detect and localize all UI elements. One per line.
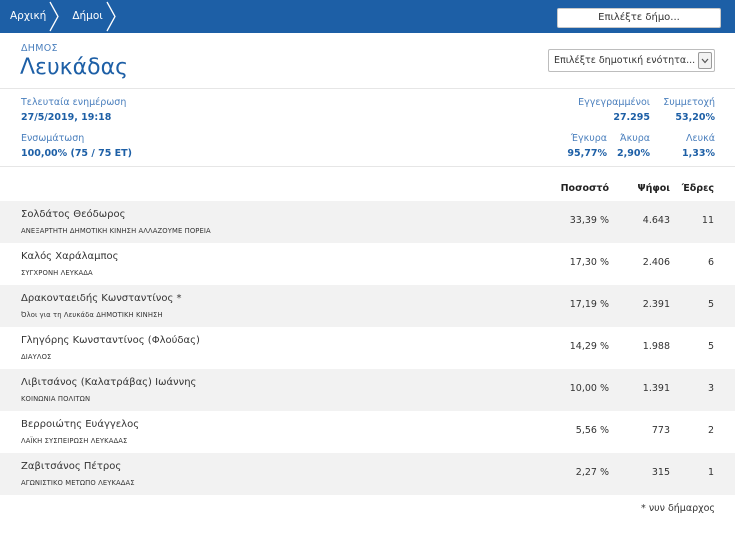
candidate-name: Γληγόρης Κωνσταντίνος (Φλούδας)	[21, 335, 200, 346]
divider	[0, 166, 735, 167]
votes-cell: 1.988	[642, 341, 670, 352]
table-row: Λιβιτσάνος (Καλατράβας) Ιωάννης ΚΟΙΝΩΝΙΑ…	[0, 369, 735, 411]
invalid-votes-label: Άκυρα	[620, 133, 650, 144]
entity-type-label: ΔΗΜΟΣ	[21, 43, 58, 54]
select-municipality-button[interactable]: Επιλέξτε δήμο...	[557, 8, 721, 28]
table-row: Καλός Χαράλαμπος ΣΥΓΧΡΟΝΗ ΛΕΥΚΑΔΑ 17,30 …	[0, 243, 735, 285]
candidate-name: Σολδάτος Θεόδωρος	[21, 209, 126, 220]
table-row: Γληγόρης Κωνσταντίνος (Φλούδας) ΔΙΑΥΛΟΣ …	[0, 327, 735, 369]
votes-cell: 2.391	[642, 299, 670, 310]
valid-votes-value: 95,77%	[567, 148, 607, 159]
footnote: * νυν δήμαρχος	[641, 503, 715, 514]
turnout-label: Συμμετοχή	[663, 97, 715, 108]
integration-value: 100,00% (75 / 75 ΕΤ)	[21, 148, 132, 159]
candidate-name: Δρακονταειδής Κωνσταντίνος *	[21, 293, 182, 304]
top-navigation-bar: Αρχική Δήμοι Επιλέξτε δήμο...	[0, 0, 735, 33]
seats-cell: 5	[707, 299, 714, 310]
municipal-unit-select[interactable]: Επιλέξτε δημοτική ενότητα...	[548, 49, 715, 72]
invalid-votes-value: 2,90%	[617, 148, 650, 159]
party-name: ΑΝΕΞΑΡΤΗΤΗ ΔΗΜΟΤΙΚΗ ΚΙΝΗΣΗ ΑΛΛΑΖΟΥΜΕ ΠΟΡ…	[21, 227, 211, 235]
party-name: Όλοι για τη Λευκάδα ΔΗΜΟΤΙΚΗ ΚΙΝΗΣΗ	[21, 311, 163, 319]
table-row: Ζαβιτσάνος Πέτρος ΑΓΩΝΙΣΤΙΚΟ ΜΕΤΩΠΟ ΛΕΥΚ…	[0, 453, 735, 495]
percent-cell: 33,39 %	[569, 215, 609, 226]
table-row: Σολδάτος Θεόδωρος ΑΝΕΞΑΡΤΗΤΗ ΔΗΜΟΤΙΚΗ ΚΙ…	[0, 201, 735, 243]
votes-cell: 4.643	[642, 215, 670, 226]
last-update-value: 27/5/2019, 19:18	[21, 112, 112, 123]
seats-cell: 11	[701, 215, 714, 226]
breadcrumb-municipalities-label: Δήμοι	[72, 10, 103, 22]
votes-cell: 773	[651, 425, 670, 436]
registered-voters-label: Εγγεγραμμένοι	[578, 97, 650, 108]
candidate-name: Λιβιτσάνος (Καλατράβας) Ιωάννης	[21, 377, 197, 388]
column-header-seats: Έδρες	[681, 183, 714, 194]
party-name: ΛΑΪΚΗ ΣΥΣΠΕΙΡΩΣΗ ΛΕΥΚΑΔΑΣ	[21, 437, 128, 445]
breadcrumb-home[interactable]: Αρχική	[0, 0, 60, 33]
breadcrumb-municipalities[interactable]: Δήμοι	[60, 0, 117, 33]
seats-cell: 2	[707, 425, 714, 436]
candidate-name: Βερροιώτης Ευάγγελος	[21, 419, 140, 430]
registered-voters-value: 27.295	[613, 112, 650, 123]
seats-cell: 3	[707, 383, 714, 394]
turnout-value: 53,20%	[675, 112, 715, 123]
breadcrumb-separator-icon	[105, 0, 117, 33]
party-name: ΔΙΑΥΛΟΣ	[21, 353, 52, 361]
column-header-votes: Ψήφοι	[637, 183, 671, 194]
page-title: Λευκάδας	[20, 55, 129, 80]
last-update-label: Τελευταία ενημέρωση	[21, 97, 127, 108]
percent-cell: 17,30 %	[569, 257, 609, 268]
votes-cell: 2.406	[642, 257, 670, 268]
chevron-down-icon	[698, 52, 712, 69]
percent-cell: 2,27 %	[575, 467, 609, 478]
blank-votes-label: Λευκά	[686, 133, 715, 144]
column-header-percent: Ποσοστό	[560, 183, 609, 194]
integration-label: Ενσωμάτωση	[21, 133, 85, 144]
candidate-name: Καλός Χαράλαμπος	[21, 251, 119, 262]
candidate-name: Ζαβιτσάνος Πέτρος	[21, 461, 122, 472]
party-name: ΚΟΙΝΩΝΙΑ ΠΟΛΙΤΩΝ	[21, 395, 91, 403]
seats-cell: 6	[707, 257, 714, 268]
breadcrumb-home-label: Αρχική	[10, 10, 47, 22]
blank-votes-value: 1,33%	[682, 148, 715, 159]
seats-cell: 1	[707, 467, 714, 478]
table-row: Δρακονταειδής Κωνσταντίνος * Όλοι για τη…	[0, 285, 735, 327]
breadcrumb-separator-icon	[48, 0, 60, 33]
percent-cell: 10,00 %	[569, 383, 609, 394]
percent-cell: 14,29 %	[569, 341, 609, 352]
divider	[0, 88, 735, 89]
votes-cell: 315	[651, 467, 670, 478]
seats-cell: 5	[707, 341, 714, 352]
breadcrumb: Αρχική Δήμοι	[0, 0, 117, 33]
party-name: ΑΓΩΝΙΣΤΙΚΟ ΜΕΤΩΠΟ ΛΕΥΚΑΔΑΣ	[21, 479, 135, 487]
party-name: ΣΥΓΧΡΟΝΗ ΛΕΥΚΑΔΑ	[21, 269, 93, 277]
percent-cell: 17,19 %	[569, 299, 609, 310]
municipal-unit-select-value: Επιλέξτε δημοτική ενότητα...	[554, 55, 696, 66]
votes-cell: 1.391	[642, 383, 670, 394]
valid-votes-label: Έγκυρα	[570, 133, 607, 144]
percent-cell: 5,56 %	[575, 425, 609, 436]
table-row: Βερροιώτης Ευάγγελος ΛΑΪΚΗ ΣΥΣΠΕΙΡΩΣΗ ΛΕ…	[0, 411, 735, 453]
